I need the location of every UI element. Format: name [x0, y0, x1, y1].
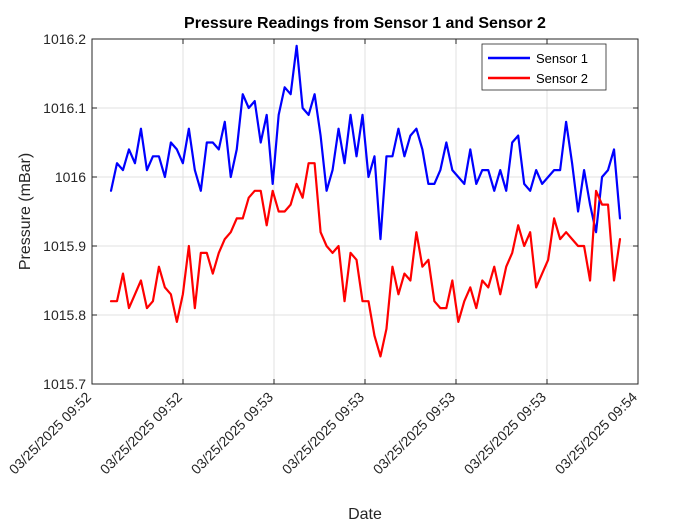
legend-label-sensor-2: Sensor 2 — [536, 71, 588, 86]
y-tick-label: 1015.7 — [43, 376, 86, 392]
y-tick-label: 1015.8 — [43, 307, 86, 323]
x-axis-label: Date — [348, 506, 382, 523]
legend-label-sensor-1: Sensor 1 — [536, 51, 588, 66]
y-axis-label: Pressure (mBar) — [17, 153, 34, 270]
series-line-sensor-2 — [109, 162, 622, 358]
legend: Sensor 1 Sensor 2 — [481, 43, 607, 91]
chart-title: Pressure Readings from Sensor 1 and Sens… — [184, 15, 546, 32]
y-tick-label: 1015.9 — [43, 238, 86, 254]
y-tick-label: 1016 — [55, 169, 86, 185]
y-tick-label: 1016.2 — [43, 31, 86, 47]
series-line-sensor-1 — [109, 44, 622, 241]
y-tick-label: 1016.1 — [43, 100, 86, 116]
legend-box — [481, 43, 607, 91]
series-layer — [109, 44, 622, 358]
